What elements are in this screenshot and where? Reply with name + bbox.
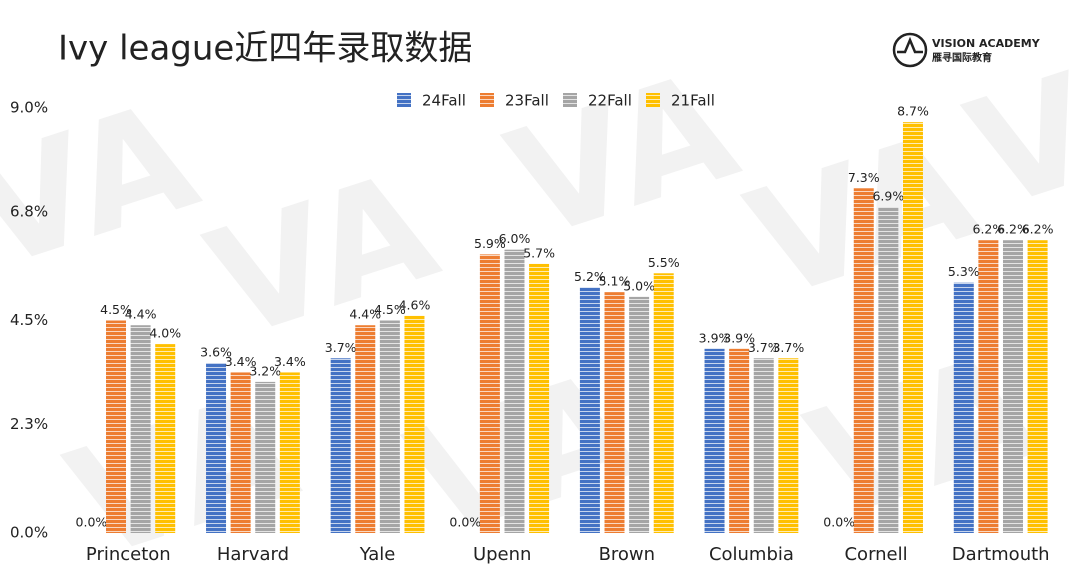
y-tick-label: 0.0% <box>10 524 48 542</box>
value-label: 5.1% <box>599 274 631 289</box>
x-tick-label: Dartmouth <box>952 544 1050 565</box>
value-label: 3.4% <box>274 354 306 369</box>
legend-label: 21Fall <box>671 92 715 110</box>
value-label: 3.2% <box>249 363 281 378</box>
bar <box>255 381 276 533</box>
value-label: 4.5% <box>100 302 132 317</box>
legend-label: 22Fall <box>588 92 632 110</box>
bar <box>878 207 899 533</box>
value-label: 3.6% <box>200 345 232 360</box>
x-tick-label: Cornell <box>844 544 907 565</box>
bar <box>504 249 525 533</box>
bar <box>753 358 774 533</box>
brand-name: VISION ACADEMY <box>932 37 1041 50</box>
bar <box>330 358 351 533</box>
legend-label: 24Fall <box>422 92 466 110</box>
value-label: 3.4% <box>225 354 257 369</box>
x-tick-label: Brown <box>599 544 656 565</box>
bar <box>479 254 500 533</box>
legend-swatch <box>646 93 660 107</box>
value-label: 5.2% <box>574 269 606 284</box>
legend-label: 23Fall <box>505 92 549 110</box>
legend-swatch <box>563 93 577 107</box>
value-label: 6.2% <box>973 222 1005 237</box>
value-label: 5.9% <box>474 236 506 251</box>
value-label: 6.2% <box>1022 222 1054 237</box>
x-tick-label: Yale <box>359 544 396 565</box>
bar <box>1002 240 1023 533</box>
bar <box>953 282 974 533</box>
bar <box>629 296 650 533</box>
value-label: 3.7% <box>325 340 357 355</box>
value-label: 6.0% <box>499 231 531 246</box>
bar <box>230 372 251 533</box>
y-tick-label: 6.8% <box>10 202 48 220</box>
value-label: 3.9% <box>699 330 731 345</box>
bar <box>978 240 999 533</box>
x-tick-label: Harvard <box>217 544 289 565</box>
logo-mark <box>897 36 923 54</box>
brand-sub: 雁寻国际教育 <box>932 51 992 64</box>
bar <box>579 287 600 533</box>
bar <box>853 188 874 533</box>
bar <box>279 372 300 533</box>
bar <box>529 263 550 533</box>
value-label: 6.9% <box>872 189 904 204</box>
value-label: 4.4% <box>125 307 157 322</box>
bar <box>106 320 127 533</box>
bar <box>404 315 425 533</box>
value-label: 4.5% <box>374 302 406 317</box>
value-label: 5.3% <box>948 264 980 279</box>
bar <box>604 292 625 533</box>
bar <box>379 320 400 533</box>
bar <box>778 358 799 533</box>
legend-swatch <box>480 93 494 107</box>
value-label: 8.7% <box>897 104 929 119</box>
value-label: 6.2% <box>997 222 1029 237</box>
value-label: 3.9% <box>723 330 755 345</box>
value-label: 0.0% <box>449 515 481 530</box>
y-tick-label: 2.3% <box>10 415 48 433</box>
value-label: 0.0% <box>76 515 108 530</box>
bar <box>902 122 923 534</box>
value-label: 4.4% <box>349 307 381 322</box>
value-label: 7.3% <box>848 170 880 185</box>
value-label: 4.0% <box>149 326 181 341</box>
x-tick-label: Princeton <box>86 544 171 565</box>
bar <box>1027 240 1048 533</box>
x-tick-label: Upenn <box>473 544 532 565</box>
value-label: 5.5% <box>648 255 680 270</box>
value-label: 5.7% <box>523 245 555 260</box>
bar <box>355 325 376 533</box>
bar <box>704 348 725 533</box>
value-label: 0.0% <box>823 515 855 530</box>
value-label: 4.6% <box>399 297 431 312</box>
value-label: 3.7% <box>748 340 780 355</box>
x-tick-label: Columbia <box>709 544 794 565</box>
bar <box>653 273 674 533</box>
brand-logo: VISION ACADEMY 雁寻国际教育 <box>892 32 1041 68</box>
y-tick-label: 4.5% <box>10 311 48 329</box>
bar <box>130 325 151 533</box>
legend-swatch <box>397 93 411 107</box>
bar <box>729 348 750 533</box>
bar <box>206 363 227 533</box>
value-label: 3.7% <box>772 340 804 355</box>
bar <box>155 344 176 533</box>
logo-ring <box>892 32 928 68</box>
chart-title: Ivy league近四年录取数据 <box>58 29 472 69</box>
value-label: 5.0% <box>623 278 655 293</box>
y-tick-label: 9.0% <box>10 99 48 117</box>
